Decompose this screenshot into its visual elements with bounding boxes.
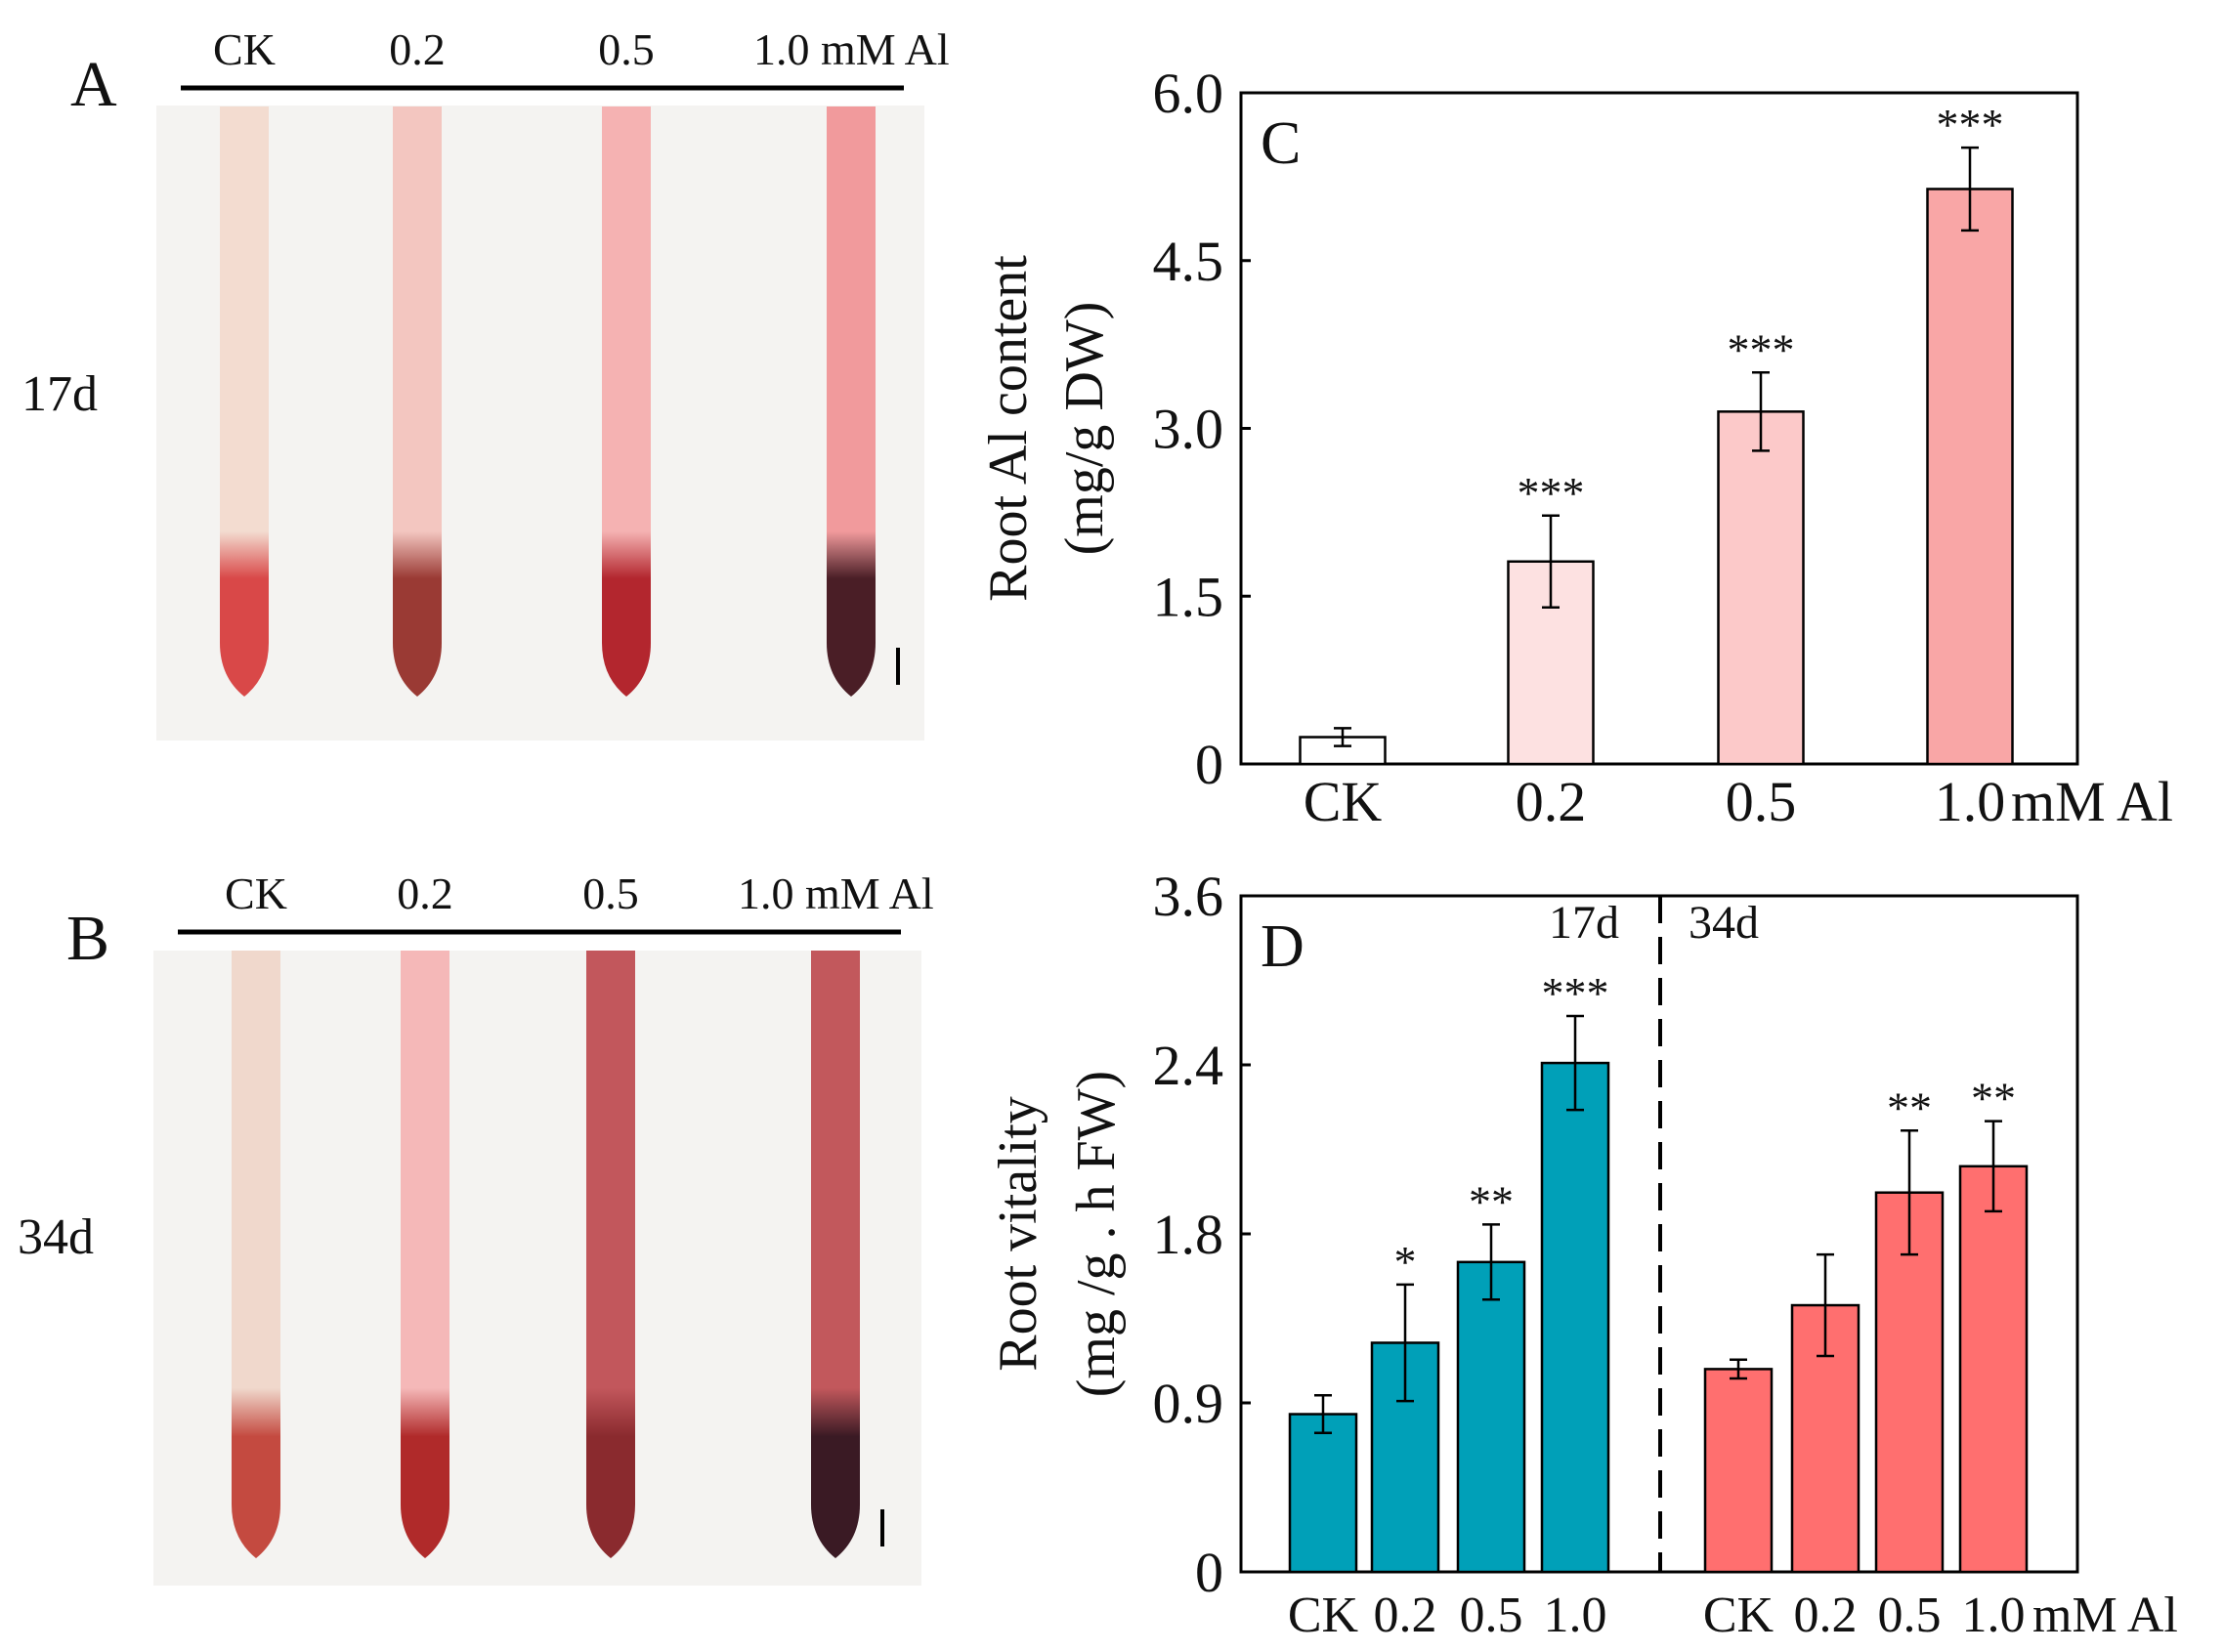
significance-label: *** [1728, 324, 1795, 374]
bar [1288, 1413, 1358, 1574]
y-tick-label: 1.5 [1153, 565, 1224, 628]
group-label-34d: 34d [1689, 897, 1759, 949]
root-a-0 [220, 106, 269, 697]
bar [1717, 410, 1805, 766]
x-tick-label: CK [1703, 1588, 1775, 1643]
treatment-label: CK [225, 868, 287, 918]
x-tick-label: 0.2 [1794, 1588, 1858, 1643]
y-axis-title: Root vitality [988, 1096, 1048, 1372]
root-a-1 [393, 106, 442, 697]
bar [1456, 1260, 1526, 1574]
bar [1703, 1368, 1774, 1574]
x-tick-label: CK [1304, 770, 1383, 833]
significance-label: *** [1937, 100, 2004, 149]
bar [1540, 1061, 1610, 1574]
y-axis-title: Root Al content [978, 255, 1039, 602]
x-tick-label: 1.0 [1962, 1588, 2026, 1643]
x-tick-label: 1.0 [1544, 1588, 1607, 1643]
y-tick-label: 4.5 [1153, 230, 1224, 293]
root-a-2 [602, 106, 651, 697]
treatment-label: 0.2 [389, 24, 446, 74]
x-tick-label: CK [1288, 1588, 1359, 1643]
y-axis-title-units: (mg/g DW) [1054, 302, 1115, 556]
x-tick-label: 0.5 [1460, 1588, 1523, 1643]
treatment-label: 1.0 mM Al [753, 24, 950, 74]
y-tick-label: 3.6 [1153, 865, 1224, 928]
significance-label: *** [1518, 468, 1585, 518]
y-tick-label: 1.8 [1153, 1203, 1224, 1266]
treatment-label: 1.0 mM Al [738, 868, 934, 918]
panel-label-a: A [70, 49, 117, 120]
y-tick-label: 0 [1195, 1541, 1223, 1604]
panel-label-c: C [1261, 110, 1301, 177]
bar [1958, 1165, 2029, 1574]
panel-label-b: B [66, 903, 109, 974]
x-unit-label: mM Al [2011, 770, 2173, 833]
photo-a [156, 106, 924, 741]
root-b-3 [811, 951, 860, 1558]
significance-label: ** [1469, 1176, 1514, 1226]
significance-label: ** [1887, 1082, 1932, 1132]
x-tick-label: 1.0 [1935, 770, 2006, 833]
group-label-17d: 17d [1549, 897, 1619, 949]
y-tick-label: 6.0 [1153, 62, 1224, 125]
significance-label: ** [1971, 1074, 2016, 1123]
x-tick-label: 0.5 [1726, 770, 1797, 833]
root-b-2 [586, 951, 635, 1558]
y-tick-label: 0.9 [1153, 1372, 1224, 1435]
y-tick-label: 2.4 [1153, 1034, 1224, 1097]
treatment-label: 0.2 [397, 868, 453, 918]
day-label-17d: 17d [21, 366, 98, 422]
day-label-34d: 34d [18, 1209, 94, 1265]
treatment-label: 0.5 [598, 24, 655, 74]
bar [1926, 188, 2014, 766]
y-tick-label: 0 [1195, 733, 1223, 796]
significance-label: *** [1542, 968, 1609, 1018]
significance-label: * [1394, 1237, 1417, 1287]
root-a-3 [827, 106, 876, 697]
root-b-0 [232, 951, 280, 1558]
treatment-label: CK [213, 24, 276, 74]
y-tick-label: 3.0 [1153, 398, 1224, 461]
y-axis-title-units: (mg /g . h FW) [1066, 1071, 1127, 1397]
x-tick-label: 0.2 [1516, 770, 1587, 833]
x-tick-label: 0.5 [1878, 1588, 1942, 1643]
photo-b [153, 951, 921, 1586]
treatment-label: 0.5 [582, 868, 639, 918]
x-tick-label: 0.2 [1374, 1588, 1437, 1643]
root-b-1 [401, 951, 449, 1558]
x-unit-label: mM Al [2032, 1588, 2178, 1643]
panel-label-d: D [1261, 913, 1304, 980]
